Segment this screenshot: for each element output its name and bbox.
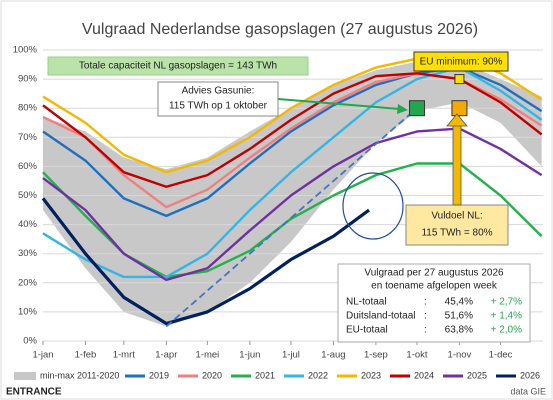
y-tick-label: 70% <box>18 132 38 143</box>
marker <box>408 100 425 117</box>
capacity-box <box>47 56 309 76</box>
summary-title: en toename afgelopen week <box>371 281 498 292</box>
advice-arrow <box>277 98 401 110</box>
summary-cell: Duitsland-totaal <box>346 311 415 322</box>
eu-note: EU minimum: 90% <box>420 57 503 68</box>
legend-label: 2026 <box>520 370 540 380</box>
summary-cell: + 2,0% <box>491 325 523 336</box>
legend-swatch <box>14 372 36 380</box>
y-tick-label: 100% <box>13 45 38 56</box>
summary-box <box>337 263 531 343</box>
chart-title: Vulgraad Nederlandse gasopslagen (27 aug… <box>82 21 478 38</box>
series-line <box>41 197 370 326</box>
x-tick-label: 1-nov <box>448 350 472 361</box>
target-box <box>405 204 509 246</box>
legend-label: 2022 <box>308 370 328 380</box>
advice-note: Advies Gasunie: <box>182 86 255 97</box>
target-arrow-head <box>446 113 468 127</box>
legend-label: min-max 2011-2020 <box>40 370 119 380</box>
target-line <box>165 107 418 328</box>
x-tick-label: 1-mei <box>196 350 220 361</box>
summary-cell: 45,4% <box>445 297 473 308</box>
legend-label: 2021 <box>255 370 275 380</box>
summary-cell: + 2,7% <box>491 297 523 308</box>
advice-arrow-head <box>397 104 408 114</box>
marker <box>451 100 468 117</box>
x-tick-label: 1-aug <box>321 350 345 361</box>
advice-note: 115 TWh op 1 oktober <box>169 101 268 112</box>
x-tick-label: 1-sep <box>364 350 388 361</box>
summary-cell: : <box>424 297 427 308</box>
x-tick-label: 1-jun <box>239 350 260 361</box>
x-tick-label: 1-jan <box>32 350 53 361</box>
y-tick-label: 20% <box>18 277 38 288</box>
x-tick-label: 1-dec <box>489 350 513 361</box>
target-note: 115 TWh = 80% <box>421 228 492 239</box>
marker <box>454 74 465 85</box>
summary-cell: : <box>424 311 427 322</box>
y-tick-label: 60% <box>18 161 38 172</box>
y-tick-label: 30% <box>18 248 38 259</box>
x-tick-label: 1-jul <box>282 350 300 361</box>
target-note: Vuldoel NL: <box>431 211 482 222</box>
summary-cell: EU-totaal <box>346 325 388 336</box>
summary-title: Vulgraad per 27 augustus 2026 <box>364 268 504 279</box>
eu-box <box>413 51 509 72</box>
summary-cell: 51,6% <box>445 311 473 322</box>
x-tick-label: 1-mrt <box>113 350 136 361</box>
y-tick-label: 50% <box>18 190 38 201</box>
summary-cell: + 1,4% <box>491 311 523 322</box>
x-tick-label: 1-feb <box>75 350 97 361</box>
x-tick-label: 1-okt <box>406 350 427 361</box>
logo: ENTRANCE <box>6 387 62 398</box>
y-tick-label: 40% <box>18 219 38 230</box>
summary-cell: NL-totaal <box>346 297 387 308</box>
y-tick-label: 0% <box>23 336 37 347</box>
x-tick-label: 1-apr <box>155 350 177 361</box>
capacity-note: Totale capaciteit NL gasopslagen = 143 T… <box>79 61 277 72</box>
y-tick-label: 80% <box>18 103 38 114</box>
summary-cell: : <box>424 325 427 336</box>
advice-box <box>157 81 279 117</box>
legend-label: 2023 <box>361 370 381 380</box>
source: data GIE <box>510 386 546 396</box>
y-tick-label: 10% <box>18 306 38 317</box>
legend-label: 2025 <box>467 370 487 380</box>
highlight-circle <box>342 172 404 240</box>
summary-cell: 63,8% <box>445 325 473 336</box>
target-arrow <box>452 121 462 206</box>
y-tick-label: 90% <box>18 74 38 85</box>
legend-label: 2019 <box>149 370 169 380</box>
legend-label: 2020 <box>202 370 222 380</box>
legend-label: 2024 <box>414 370 434 380</box>
